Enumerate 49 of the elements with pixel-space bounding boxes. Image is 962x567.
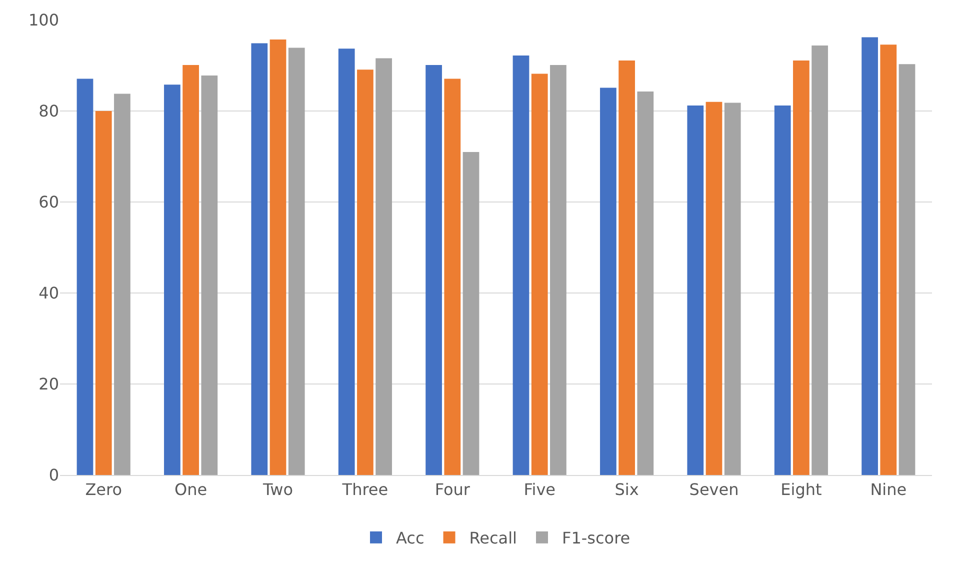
legend-label: F1-score xyxy=(562,528,630,548)
x-tick-label: One xyxy=(174,480,208,500)
bar xyxy=(793,60,810,475)
y-tick-label: 40 xyxy=(38,284,59,303)
x-tick-label: Nine xyxy=(870,480,907,500)
bar xyxy=(724,102,741,475)
bar xyxy=(444,78,461,475)
bar xyxy=(862,37,878,475)
bar xyxy=(774,106,791,475)
bar xyxy=(357,70,374,475)
bar xyxy=(95,111,112,475)
bar xyxy=(76,78,94,475)
bar xyxy=(376,58,392,475)
y-tick-label: 100 xyxy=(28,10,59,30)
bar xyxy=(898,64,916,475)
y-tick-label: 60 xyxy=(38,192,59,212)
y-tick-label: 80 xyxy=(38,102,59,121)
bar xyxy=(114,94,130,475)
bar xyxy=(812,45,828,475)
bar xyxy=(462,152,480,475)
x-tick-label: Zero xyxy=(85,480,122,500)
legend-label: Acc xyxy=(396,528,424,548)
bar xyxy=(531,74,548,475)
bar xyxy=(706,102,722,475)
x-tick-label: Two xyxy=(262,480,293,500)
bar xyxy=(288,48,305,475)
bar xyxy=(182,65,199,475)
y-tick-label: 0 xyxy=(48,466,59,485)
x-tick-label: Eight xyxy=(780,480,822,500)
bar xyxy=(201,76,218,475)
bar xyxy=(270,40,286,475)
x-tick-label: Four xyxy=(434,480,470,500)
x-tick-label: Three xyxy=(341,480,388,500)
bar xyxy=(251,43,268,475)
bar xyxy=(618,60,635,475)
legend-label: Recall xyxy=(469,528,517,548)
bar xyxy=(687,106,704,475)
bar xyxy=(550,65,566,475)
bar xyxy=(426,65,442,475)
bar xyxy=(880,44,897,475)
x-tick-label: Seven xyxy=(689,480,739,500)
y-tick-label: 20 xyxy=(38,374,59,394)
bar xyxy=(600,88,616,475)
bar xyxy=(512,55,530,475)
x-tick-label: Five xyxy=(524,480,556,500)
x-tick-label: Six xyxy=(614,480,639,500)
bar xyxy=(338,48,355,475)
bar xyxy=(637,91,654,475)
bar xyxy=(164,84,180,475)
